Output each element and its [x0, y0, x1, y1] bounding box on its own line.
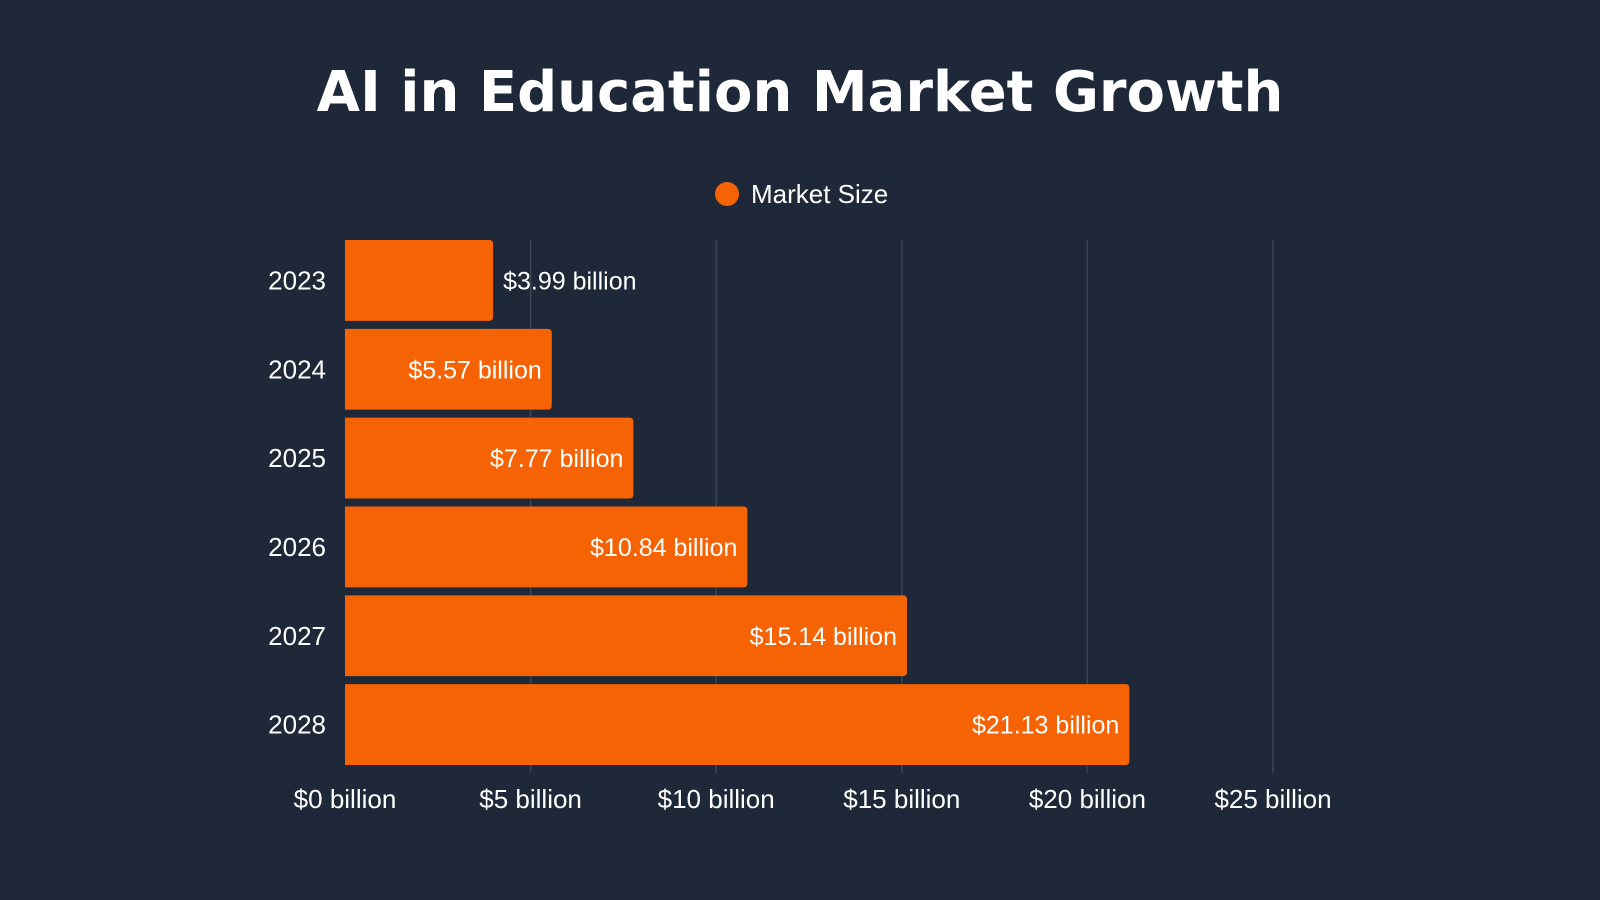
bar-2028 — [345, 684, 1130, 765]
category-label: 2024 — [268, 354, 326, 384]
bars-layer — [345, 240, 1130, 765]
value-label: $7.77 billion — [490, 445, 623, 473]
chart-title: AI in Education Market Growth — [317, 60, 1284, 125]
legend: Market Size — [715, 179, 888, 209]
category-label: 2027 — [268, 621, 326, 651]
value-label: $3.99 billion — [503, 267, 636, 295]
x-tick-label: $0 billion — [294, 784, 397, 814]
legend-label: Market Size — [751, 179, 888, 209]
x-tick-label: $20 billion — [1029, 784, 1146, 814]
category-labels: 2023 2024 2025 2026 2027 2028 — [268, 265, 326, 739]
legend-marker-icon — [715, 182, 739, 206]
category-label: 2023 — [268, 265, 326, 295]
value-label: $21.13 billion — [972, 712, 1119, 740]
x-tick-label: $25 billion — [1214, 784, 1331, 814]
value-labels: $3.99 billion $5.57 billion $7.77 billion $… — [408, 267, 1119, 739]
x-tick-label: $15 billion — [843, 784, 960, 814]
value-label: $15.14 billion — [750, 623, 897, 651]
bar-2025 — [345, 417, 634, 499]
bar-2023 — [345, 240, 494, 321]
category-label: 2028 — [268, 710, 326, 740]
x-tick-label: $5 billion — [479, 784, 582, 814]
x-tick-labels: $0 billion $5 billion $10 billion $15 billi… — [294, 784, 1332, 814]
value-label: $10.84 billion — [590, 534, 737, 562]
category-label: 2026 — [268, 532, 326, 562]
bar-2026 — [345, 506, 748, 588]
bar-2024 — [345, 328, 552, 410]
x-tick-label: $10 billion — [658, 784, 775, 814]
bar-2027 — [345, 595, 907, 677]
value-label: $5.57 billion — [408, 356, 541, 384]
category-label: 2025 — [268, 443, 326, 473]
